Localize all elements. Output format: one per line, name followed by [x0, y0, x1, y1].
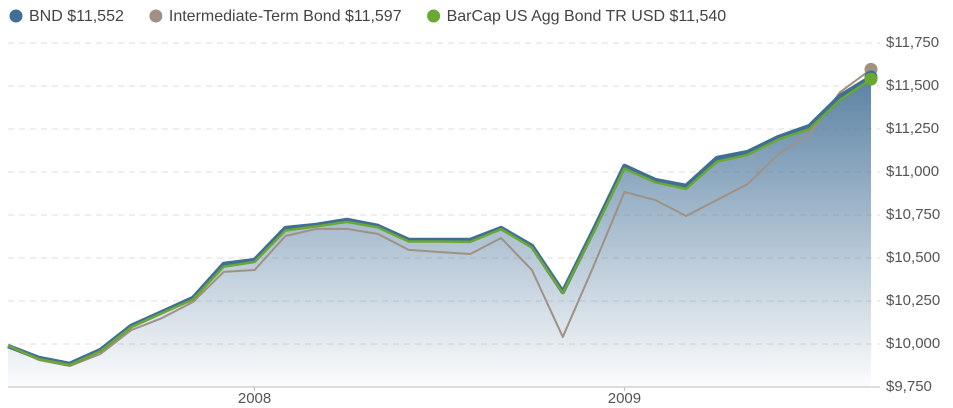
- area: [8, 77, 871, 387]
- legend-label: Intermediate-Term Bond $11,597: [169, 8, 402, 25]
- x-tick-label: 2009: [608, 390, 641, 407]
- y-tick-label: $11,750: [886, 34, 939, 51]
- x-tick-label: 2008: [238, 390, 271, 407]
- legend-marker: [149, 9, 163, 23]
- line: [7, 78, 872, 367]
- legend-marker: [427, 9, 441, 23]
- y-tick-label: $11,500: [886, 77, 939, 94]
- y-tick-label: $11,250: [886, 120, 939, 137]
- y-tick-label: $10,000: [886, 335, 940, 352]
- legend-label: BND $11,552: [29, 8, 124, 25]
- legend-label: BarCap US Agg Bond TR USD $11,540: [447, 8, 727, 25]
- y-tick-label: $10,500: [886, 249, 940, 266]
- end-dot: [864, 72, 878, 86]
- y-tick-label: $11,000: [886, 163, 939, 180]
- y-tick-label: $10,250: [886, 292, 940, 309]
- y-tick-label: $10,750: [886, 206, 940, 223]
- legend-marker: [9, 9, 23, 23]
- line: [7, 68, 872, 368]
- y-tick-label: $9,750: [886, 378, 932, 395]
